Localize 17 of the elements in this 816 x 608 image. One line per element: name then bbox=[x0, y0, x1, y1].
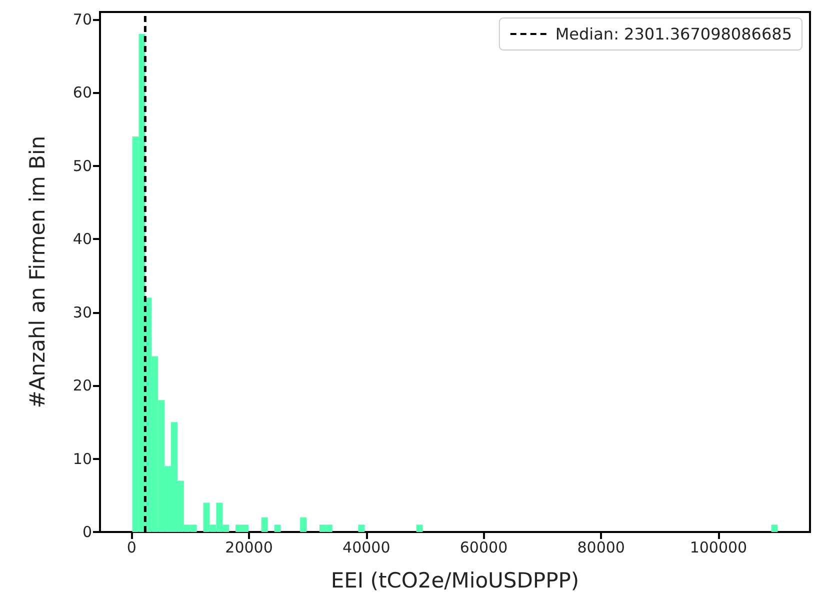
x-tick-label: 20000 bbox=[225, 538, 273, 556]
x-tick-label: 60000 bbox=[460, 538, 508, 556]
y-tick-label: 40 bbox=[72, 230, 92, 248]
y-tick-label: 70 bbox=[72, 10, 92, 28]
x-tick-label: 0 bbox=[126, 538, 136, 556]
y-tick-label: 10 bbox=[72, 450, 92, 468]
y-tick-label: 60 bbox=[72, 84, 92, 102]
y-tick-label: 20 bbox=[72, 376, 92, 395]
x-axis-title: EEI (tCO2e/MioUSDPPP) bbox=[330, 568, 580, 592]
y-tick-label: 30 bbox=[72, 303, 92, 322]
x-tick-label: 80000 bbox=[577, 538, 625, 556]
x-tick-label: 40000 bbox=[342, 538, 390, 556]
y-axis-title: #Anzahl an Firmen im Bin bbox=[26, 136, 50, 408]
ref-line-label: Median: 2301.367098086685 bbox=[555, 24, 792, 44]
x-tick-label: 100000 bbox=[690, 538, 748, 556]
y-tick-label: 50 bbox=[72, 156, 92, 175]
y-tick-label: 0 bbox=[82, 523, 92, 541]
